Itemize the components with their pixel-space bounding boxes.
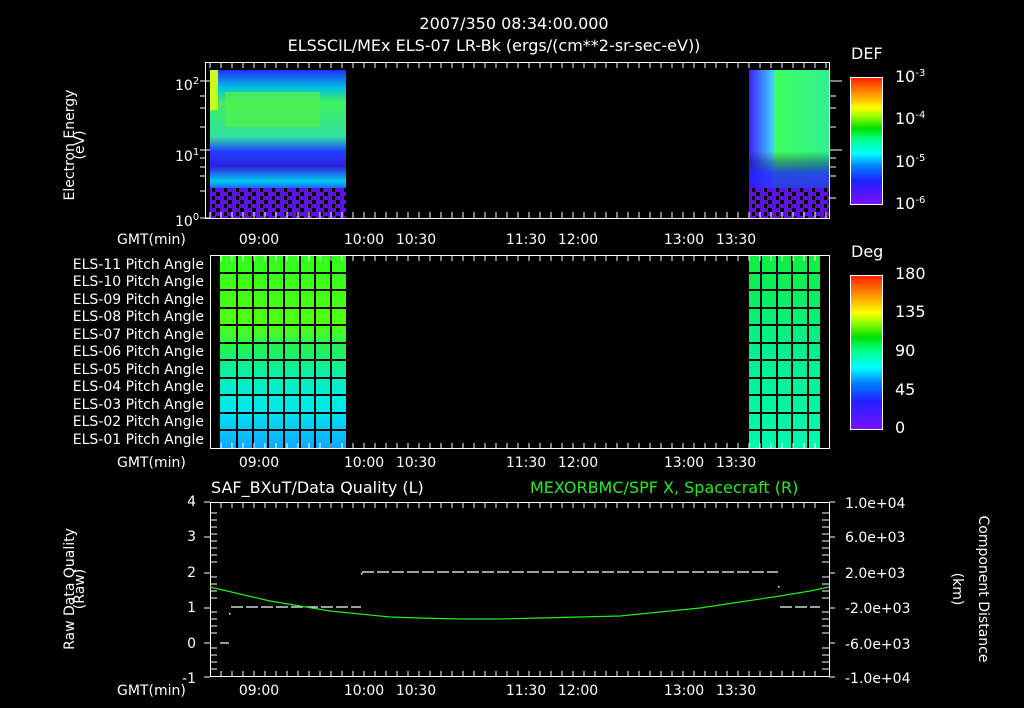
panel1-ytick-100: 102	[175, 76, 200, 94]
colorbar2-tick-90: 90	[895, 341, 916, 360]
colorbar-def	[850, 77, 883, 205]
panel2-xaxis-label: GMT(min)	[117, 455, 186, 471]
panel1-xtick-1200: 12:00	[557, 232, 599, 248]
panel3-xtick-1030: 10:30	[395, 683, 437, 699]
panel1-xtick-1130: 11:30	[505, 232, 547, 248]
pitch-row-label-els03: ELS-03 Pitch Angle	[72, 397, 204, 413]
panel3-ytick-left-4: 4	[187, 494, 196, 510]
panel3-ytick-left-1: 1	[187, 600, 196, 616]
panel3-ylabel-right: Component Distance	[975, 515, 991, 663]
panel2-xtick-1300: 13:00	[663, 455, 705, 471]
colorbar1-tick-4: 10-4	[895, 109, 926, 128]
panel3-xtick-1200: 12:00	[557, 683, 599, 699]
panel3-xtick-0900: 09:00	[238, 683, 280, 699]
panel3-ytick-left-neg1: -1	[182, 671, 196, 687]
panel2-xtick-0900: 09:00	[238, 455, 280, 471]
colorbar-deg	[850, 275, 883, 430]
colorbar1-tick-5: 10-5	[895, 152, 926, 171]
panel3-xtick-1300: 13:00	[663, 683, 705, 699]
panel3-left-title: SAF_BXuT/Data Quality (L)	[211, 478, 424, 497]
pitch-row-label-els05: ELS-05 Pitch Angle	[72, 362, 204, 378]
panel2-xtick-1000: 10:00	[343, 455, 385, 471]
panel1-xaxis-label: GMT(min)	[117, 232, 186, 248]
panel2-xtick-1330: 13:30	[715, 455, 757, 471]
panel1-xtick-1030: 10:30	[395, 232, 437, 248]
pitch-row-label-els02: ELS-02 Pitch Angle	[72, 414, 204, 430]
timestamp-title: 2007/350 08:34:00.000	[419, 14, 609, 33]
pitch-row-label-els09: ELS-09 Pitch Angle	[72, 292, 204, 308]
panel3-ytick-right-neg2e3: -2.0e+03	[845, 601, 911, 617]
panel3-ytick-right-6e3: 6.0e+03	[845, 530, 906, 546]
panel1-ytick-1: 100	[175, 212, 200, 230]
panel3-ytick-right-neg1e4: -1.0e+04	[845, 671, 911, 687]
panel2-xtick-1200: 12:00	[557, 455, 599, 471]
panel1-ytick-10: 101	[175, 147, 200, 165]
chart-title: ELSSCIL/MEx ELS-07 LR-Bk (ergs/(cm**2-sr…	[287, 36, 701, 55]
panel1-xtick-1000: 10:00	[343, 232, 385, 248]
panel2-xtick-1030: 10:30	[395, 455, 437, 471]
panel3-ytick-left-2: 2	[187, 565, 196, 581]
colorbar1-title: DEF	[851, 44, 883, 63]
panel1-xtick-1330: 13:30	[715, 232, 757, 248]
colorbar2-tick-180: 180	[895, 264, 926, 283]
pitch-row-label-els04: ELS-04 Pitch Angle	[72, 379, 204, 395]
colorbar2-tick-0: 0	[895, 418, 906, 437]
pitch-row-label-els10: ELS-10 Pitch Angle	[72, 274, 204, 290]
panel3-ytick-right-1e4: 1.0e+04	[845, 496, 906, 512]
panel3-yunit-right: (km)	[949, 572, 965, 606]
panel3-xtick-1130: 11:30	[505, 683, 547, 699]
pitch-row-label-els11: ELS-11 Pitch Angle	[72, 257, 204, 273]
panel3-ytick-right-2e3: 2.0e+03	[845, 566, 906, 582]
panel3-right-title: MEXORBMC/SPF X, Spacecraft (R)	[530, 478, 799, 497]
panel3-ytick-left-0: 0	[187, 636, 196, 652]
pitch-row-label-els06: ELS-06 Pitch Angle	[72, 344, 204, 360]
colorbar1-tick-6: 10-6	[895, 194, 926, 213]
panel3-xaxis-label: GMT(min)	[117, 683, 186, 699]
panel3-ytick-left-3: 3	[187, 529, 196, 545]
pitch-row-label-els01: ELS-01 Pitch Angle	[72, 432, 204, 448]
panel3-xtick-1330: 13:30	[715, 683, 757, 699]
colorbar2-tick-45: 45	[895, 380, 916, 399]
pitch-row-label-els07: ELS-07 Pitch Angle	[72, 327, 204, 343]
panel3-ytick-right-neg6e3: -6.0e+03	[845, 637, 911, 653]
panel2-xtick-1130: 11:30	[505, 455, 547, 471]
colorbar1-tick-3: 10-3	[895, 67, 926, 86]
colorbar2-tick-135: 135	[895, 302, 926, 321]
panel1-xtick-1300: 13:00	[663, 232, 705, 248]
panel1-xtick-0900: 09:00	[238, 232, 280, 248]
pitch-row-label-els08: ELS-08 Pitch Angle	[72, 309, 204, 325]
panel3-xtick-1000: 10:00	[343, 683, 385, 699]
colorbar2-title: Deg	[851, 242, 884, 261]
